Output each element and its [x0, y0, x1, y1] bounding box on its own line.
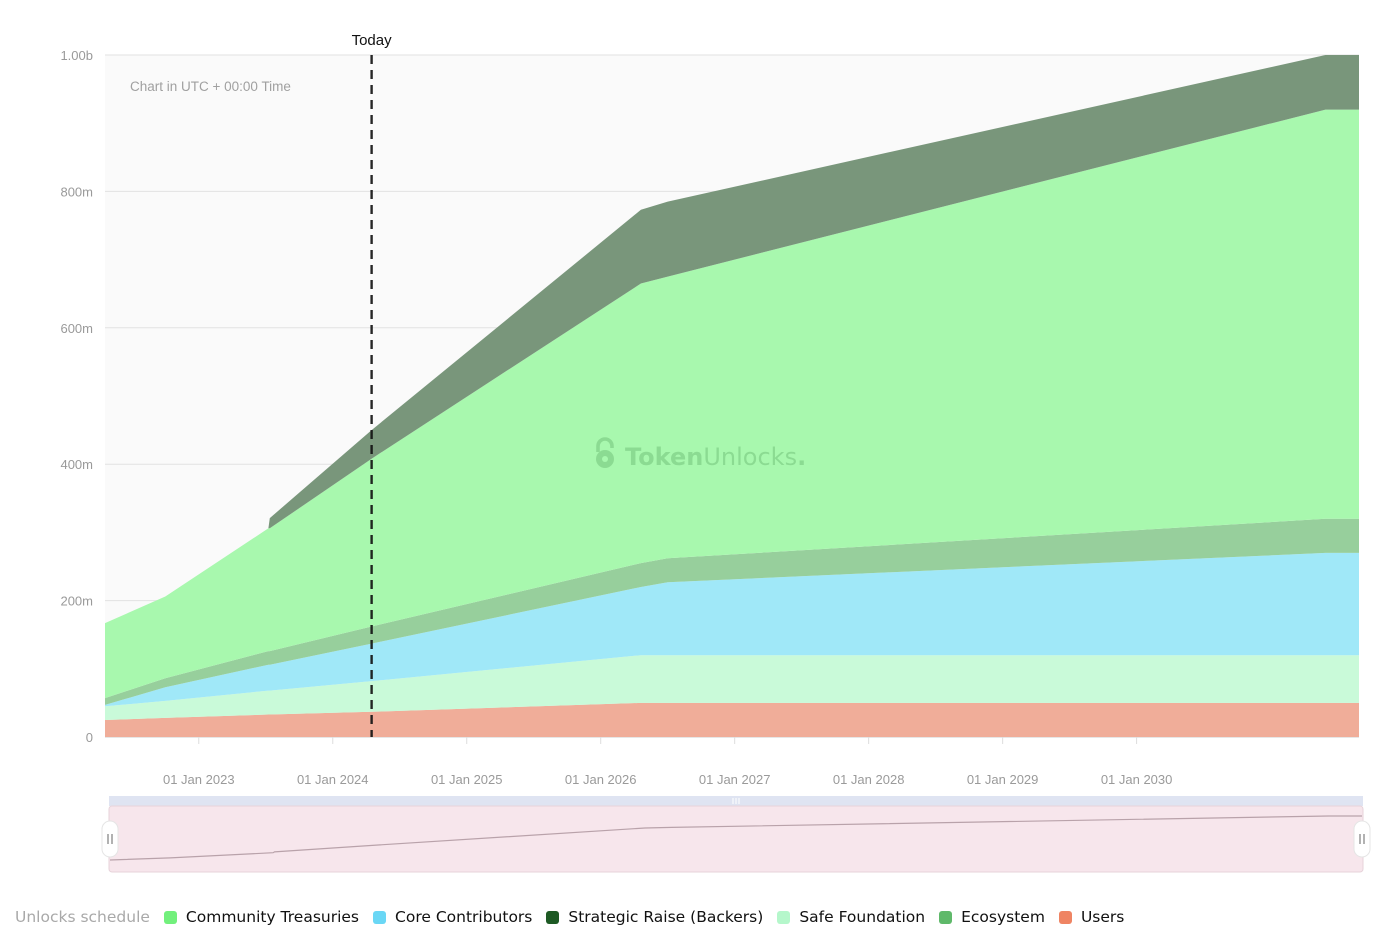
legend-item-users[interactable]: Users: [1058, 908, 1125, 926]
y-tick-label: 200m: [60, 594, 93, 609]
legend-item-community-treasuries[interactable]: Community Treasuries: [163, 908, 360, 926]
legend-label: Strategic Raise (Backers): [568, 908, 764, 926]
watermark-unlocks: Unlocks: [703, 443, 797, 471]
x-tick-label: 01 Jan 2023: [163, 772, 235, 787]
legend-item-ecosystem[interactable]: Ecosystem: [939, 908, 1045, 926]
legend-label: Core Contributors: [395, 908, 533, 926]
navigator-series-line: [109, 815, 1362, 861]
x-axis: 01 Jan 2023 01 Jan 2024 01 Jan 2025 01 Jan …: [105, 737, 1359, 787]
y-tick-label: 0: [86, 730, 93, 745]
legend-item-safe-foundation[interactable]: Safe Foundation: [777, 908, 925, 926]
x-tick-label: 01 Jan 2030: [1101, 772, 1173, 787]
area-strategic-raise-backers[interactable]: [105, 55, 1359, 624]
legend-swatch: [163, 910, 177, 924]
chart-legend: Unlocks schedule Community Treasuries Co…: [15, 905, 1138, 929]
legend-item-core-contributors[interactable]: Core Contributors: [373, 908, 532, 926]
legend-swatch: [939, 910, 953, 924]
legend-swatch: [546, 910, 560, 924]
area-core-contributors[interactable]: [105, 552, 1359, 707]
legend-swatch: [777, 910, 791, 924]
x-tick-label: 01 Jan 2027: [699, 772, 771, 787]
area-safe-foundation[interactable]: [105, 655, 1359, 720]
scrollbar-grip-icon: [732, 798, 740, 804]
x-tick-label: 01 Jan 2026: [565, 772, 637, 787]
y-tick-label: 600m: [60, 321, 93, 336]
legend-swatch: [373, 910, 387, 924]
stacked-areas: [105, 55, 1359, 737]
timezone-note: Chart in UTC + 00:00 Time: [130, 79, 291, 94]
x-tick-label: 01 Jan 2029: [967, 772, 1039, 787]
legend-label: Users: [1080, 908, 1125, 926]
today-label: Today: [352, 32, 393, 49]
unlocks-chart: TokenUnlocks. Chart in UTC + 00:00 Time …: [60, 32, 1371, 873]
y-tick-label: 800m: [60, 184, 93, 199]
legend-title: Unlocks schedule: [15, 908, 150, 926]
area-users[interactable]: [105, 702, 1359, 737]
navigator-handle-right[interactable]: [1353, 820, 1371, 858]
watermark-dot: .: [797, 443, 806, 471]
legend-swatch: [1058, 910, 1072, 924]
tokenunlocks-watermark: TokenUnlocks.: [596, 437, 806, 471]
y-axis: 0 200m 400m 600m 800m 1.00b: [60, 48, 93, 745]
legend-label: Safe Foundation: [799, 908, 926, 926]
legend-item-strategic-raise[interactable]: Strategic Raise (Backers): [546, 908, 763, 926]
legend-label: Community Treasuries: [185, 908, 360, 926]
x-tick-label: 01 Jan 2024: [297, 772, 369, 787]
y-tick-label: 400m: [60, 457, 93, 472]
lock-icon: [596, 437, 614, 468]
x-tick-label: 01 Jan 2028: [833, 772, 905, 787]
y-tick-label: 1.00b: [60, 48, 93, 63]
navigator-handle-left[interactable]: [101, 820, 119, 858]
x-tick-label: 01 Jan 2025: [431, 772, 503, 787]
watermark-text: TokenUnlocks.: [625, 443, 806, 471]
range-navigator[interactable]: [101, 796, 1371, 873]
navigator-window[interactable]: [108, 805, 1364, 873]
watermark-token: Token: [625, 443, 703, 471]
area-ecosystem[interactable]: [105, 518, 1359, 705]
today-marker: Today: [352, 32, 393, 737]
legend-label: Ecosystem: [961, 908, 1045, 926]
area-community-treasuries[interactable]: [105, 109, 1359, 699]
